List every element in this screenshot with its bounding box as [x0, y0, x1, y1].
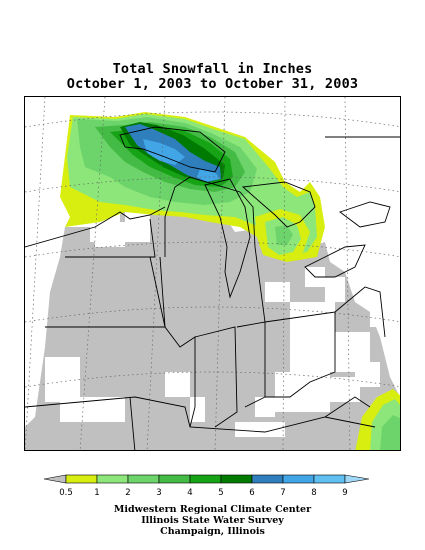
legend-swatch-4: [158, 474, 191, 484]
legend-swatch-2: [96, 474, 129, 484]
map-title: Total Snowfall in Inches: [112, 61, 313, 77]
legend-tick-label: 7: [280, 488, 285, 498]
legend-swatch-under: [43, 474, 67, 484]
legend-swatch-3: [127, 474, 160, 484]
legend-tick-label: 0.5: [59, 488, 73, 498]
great-lakes-shorelines: [119, 126, 391, 299]
credit-regional-center: Midwestern Regional Climate Center: [113, 504, 312, 515]
legend-tick-label: 6: [249, 488, 254, 498]
legend-tick-label: 9: [342, 488, 347, 498]
legend-tick-label: 4: [187, 488, 192, 498]
state-boundaries: [25, 136, 400, 450]
legend-swatch-7: [251, 474, 284, 484]
snow-band-8in: [143, 139, 185, 165]
snowfall-map: [24, 96, 401, 451]
legend-tick-label: 3: [156, 488, 161, 498]
legend-swatch-9: [313, 474, 346, 484]
legend-tick-label: 1: [94, 488, 99, 498]
legend-swatch-over: [344, 474, 370, 484]
map-subtitle-date-range: October 1, 2003 to October 31, 2003: [66, 76, 359, 92]
legend-swatch-1: [65, 474, 98, 484]
snowfall-map-canvas: [25, 97, 400, 450]
snow-band-appalachian-3in: [380, 415, 400, 450]
credit-location: Champaign, Illinois: [160, 526, 265, 537]
legend-tick-label: 5: [218, 488, 223, 498]
snow-band-michigan-3in: [275, 225, 293, 245]
legend-tick-label: 2: [125, 488, 130, 498]
credit-water-survey: Illinois State Water Survey: [141, 515, 284, 526]
legend-swatch-6: [220, 474, 253, 484]
legend-tick-label: 8: [311, 488, 316, 498]
legend-swatch-8: [282, 474, 315, 484]
color-legend: 0.5 1 2 3 4 5 6 7 8 9: [43, 474, 370, 498]
legend-swatch-5: [189, 474, 222, 484]
